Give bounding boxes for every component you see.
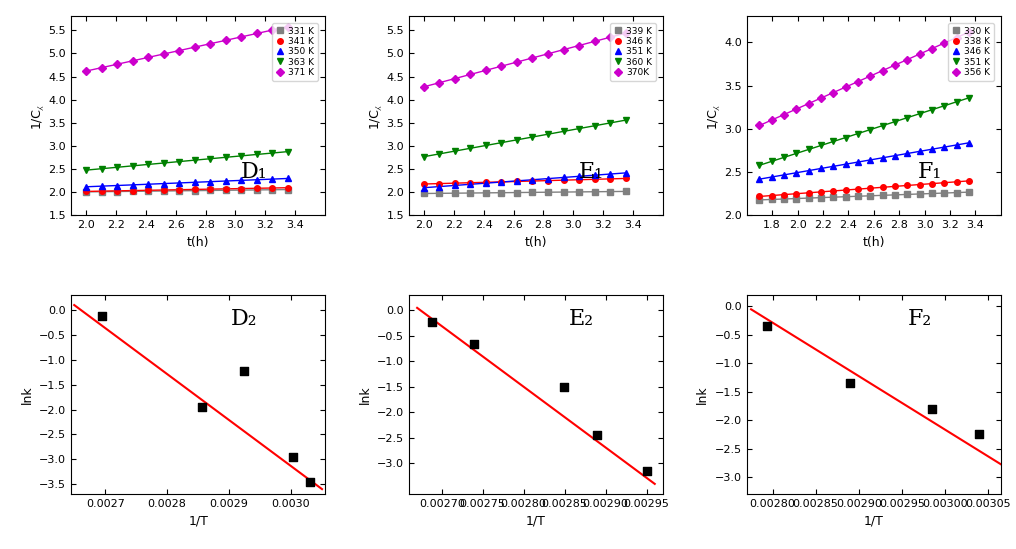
Point <box>93 312 110 321</box>
Y-axis label: lnk: lnk <box>359 385 372 404</box>
X-axis label: 1/T: 1/T <box>526 514 546 528</box>
Y-axis label: lnk: lnk <box>20 385 34 404</box>
Point <box>556 383 572 391</box>
Y-axis label: 1/C⁁: 1/C⁁ <box>29 104 43 128</box>
Text: D₁: D₁ <box>241 161 267 183</box>
Point <box>236 366 252 375</box>
Legend: 330 K, 338 K, 346 K, 351 K, 356 K: 330 K, 338 K, 346 K, 351 K, 356 K <box>948 23 994 81</box>
Point <box>194 402 210 411</box>
Text: E₁: E₁ <box>579 161 605 183</box>
Point <box>589 431 606 440</box>
Point <box>284 452 301 461</box>
Legend: 339 K, 346 K, 351 K, 360 K, 370K: 339 K, 346 K, 351 K, 360 K, 370K <box>610 23 656 81</box>
Legend: 331 K, 341 K, 350 K, 363 K, 371 K: 331 K, 341 K, 350 K, 363 K, 371 K <box>272 23 318 81</box>
Y-axis label: 1/C⁁: 1/C⁁ <box>368 104 381 128</box>
Point <box>638 467 654 475</box>
X-axis label: t(h): t(h) <box>863 236 885 249</box>
Y-axis label: lnk: lnk <box>696 385 709 404</box>
Text: F₂: F₂ <box>907 308 932 330</box>
Point <box>466 339 483 348</box>
X-axis label: 1/T: 1/T <box>188 514 208 528</box>
Text: F₁: F₁ <box>917 161 942 183</box>
Point <box>302 477 318 486</box>
Text: D₂: D₂ <box>231 308 257 330</box>
X-axis label: t(h): t(h) <box>187 236 209 249</box>
Point <box>842 379 859 388</box>
Text: E₂: E₂ <box>569 308 594 330</box>
Point <box>924 405 940 413</box>
Point <box>758 322 774 330</box>
Point <box>971 430 988 439</box>
X-axis label: 1/T: 1/T <box>864 514 884 528</box>
X-axis label: t(h): t(h) <box>524 236 548 249</box>
Point <box>424 317 440 326</box>
Y-axis label: 1/C⁁: 1/C⁁ <box>705 104 718 128</box>
